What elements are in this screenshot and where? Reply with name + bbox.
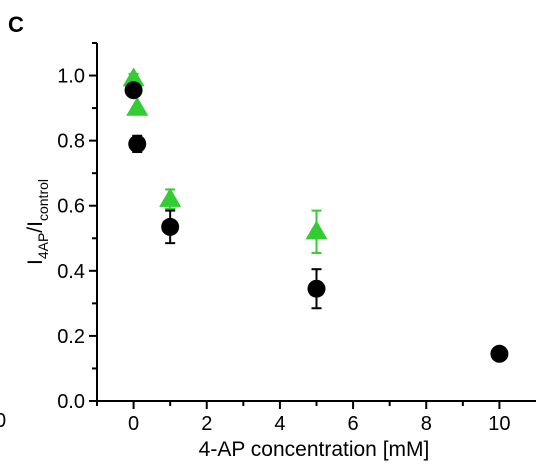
circle-point <box>490 344 509 363</box>
x-tick-label: 2 <box>201 413 212 435</box>
y-tick-label: 0.0 <box>57 391 85 413</box>
edge-fragment: 0 <box>0 410 6 432</box>
y-tick-label: 1.0 <box>57 66 85 88</box>
x-tick-label: 0 <box>128 413 139 435</box>
circle-point <box>128 134 147 153</box>
data-marks <box>122 67 509 363</box>
x-tick-label: 8 <box>421 413 432 435</box>
y-tick-label: 0.2 <box>57 326 85 348</box>
y-title-sub2: control <box>35 179 51 221</box>
y-title-sep: / <box>24 227 47 233</box>
x-tick-label: 4 <box>274 413 285 435</box>
y-tick-label: 0.4 <box>57 261 85 283</box>
y-title-sub1: 4AP <box>35 233 51 259</box>
triangle-point <box>305 220 328 240</box>
y-tick-label: 0.6 <box>57 196 85 218</box>
y-axis-title: I4AP/Icontrol <box>24 179 51 265</box>
y-ticks: 0.0 0.2 0.4 0.6 0.8 1.0 <box>57 42 97 413</box>
triangle-point <box>159 187 182 207</box>
y-tick-label: 0.8 <box>57 131 85 153</box>
panel-label: C <box>8 12 24 37</box>
x-axis-title: 4-AP concentration [mM] <box>199 438 430 461</box>
circle-point <box>124 81 143 100</box>
triangle-point <box>122 67 145 87</box>
x-tick-label: 6 <box>348 413 359 435</box>
y-title-base2: I <box>24 221 47 227</box>
x-tick-label: 10 <box>488 413 510 435</box>
x-ticks: 0 2 4 6 8 10 <box>96 401 511 435</box>
circle-point <box>307 279 326 298</box>
triangle-point <box>126 96 149 116</box>
y-title-base1: I <box>24 259 47 265</box>
circle-point <box>161 217 180 236</box>
